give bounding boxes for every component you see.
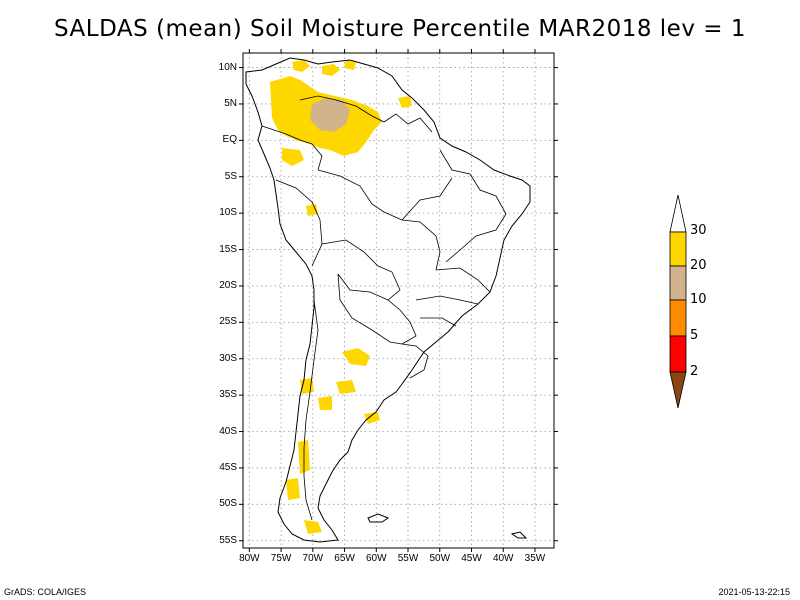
lon-label: 80W bbox=[239, 553, 260, 564]
lon-label: 70W bbox=[302, 553, 324, 564]
border-bolivia bbox=[321, 239, 401, 301]
border-venezuela bbox=[299, 95, 385, 123]
lat-label: 50S bbox=[219, 498, 237, 510]
lat-label: EQ bbox=[222, 134, 237, 146]
border-guyanas bbox=[383, 113, 433, 133]
colorbar-box-20-30 bbox=[669, 231, 687, 267]
colorbar-label-5: 5 bbox=[690, 328, 699, 343]
lon-label: 60W bbox=[366, 553, 387, 564]
footer-credit: GrADS: COLA/IGES bbox=[4, 587, 87, 597]
lat-label: 20S bbox=[219, 279, 237, 291]
lat-label: 35S bbox=[219, 389, 237, 401]
shading-layer bbox=[270, 60, 412, 534]
coastline-south-america bbox=[245, 57, 531, 543]
shade-arg-yellow-2 bbox=[336, 380, 356, 394]
map-title: SALDAS (mean) Soil Moisture Percentile M… bbox=[54, 16, 746, 42]
lat-label: 30S bbox=[219, 352, 237, 364]
border-brazil-states-2 bbox=[401, 177, 453, 221]
tick-marks bbox=[239, 49, 558, 552]
lon-label: 55W bbox=[397, 553, 419, 564]
lat-label: 15S bbox=[219, 243, 237, 255]
border-brazil-states-4 bbox=[415, 295, 479, 305]
lon-label: 45W bbox=[461, 553, 482, 564]
border-brazil-states-3 bbox=[435, 267, 491, 293]
lon-label: 50W bbox=[429, 553, 451, 564]
country-borders bbox=[261, 95, 507, 521]
shade-north-yellow-4 bbox=[344, 60, 356, 70]
lat-label: 25S bbox=[219, 316, 237, 328]
border-colombia bbox=[261, 125, 323, 171]
colorbar bbox=[669, 194, 687, 409]
colorbar-bottom-triangle bbox=[669, 371, 687, 409]
shade-north-yellow-2 bbox=[292, 60, 310, 72]
colorbar-box-5-10 bbox=[669, 299, 687, 337]
shade-arg-yellow bbox=[342, 348, 370, 366]
shade-tdf-yellow bbox=[304, 520, 322, 534]
lon-label: 35W bbox=[524, 553, 546, 564]
gridlines bbox=[243, 53, 554, 548]
shade-arg-yellow-4 bbox=[318, 396, 332, 410]
lat-label: 5N bbox=[224, 97, 237, 109]
map-frame-border bbox=[242, 52, 555, 549]
colorbar-label-20: 20 bbox=[690, 258, 707, 273]
shade-bsas-yellow bbox=[364, 412, 380, 424]
border-brazil-states-5 bbox=[420, 317, 457, 327]
shade-north-yellow-5 bbox=[398, 96, 412, 108]
border-brazil-states bbox=[439, 149, 507, 263]
colorbar-top-triangle bbox=[669, 194, 687, 233]
shade-north-tan bbox=[310, 98, 350, 132]
colorbar-label-30: 30 bbox=[690, 223, 707, 238]
lon-label: 65W bbox=[334, 553, 355, 564]
shade-ec-yellow bbox=[282, 148, 304, 166]
colorbar-label-2: 2 bbox=[690, 364, 699, 379]
border-paraguay bbox=[387, 299, 417, 345]
shade-north-yellow-3 bbox=[322, 64, 340, 76]
lat-label: 5S bbox=[224, 170, 237, 182]
border-argentina-north bbox=[337, 273, 403, 345]
border-brazil-west bbox=[317, 169, 441, 271]
footer-timestamp: 2021-05-13-22:15 bbox=[718, 587, 790, 597]
lon-label: 75W bbox=[270, 553, 292, 564]
border-chile-arg bbox=[303, 299, 319, 521]
lat-label: 10N bbox=[218, 61, 237, 73]
island-falklands bbox=[367, 513, 390, 523]
shade-peru-yellow bbox=[306, 204, 318, 216]
colorbar-box-2-5 bbox=[669, 335, 687, 373]
lat-label: 40S bbox=[219, 425, 237, 437]
lat-label: 10S bbox=[219, 207, 237, 219]
island-south-georgia bbox=[510, 531, 528, 539]
colorbar-box-10-20 bbox=[669, 265, 687, 301]
lat-label: 55S bbox=[219, 534, 237, 546]
shade-chile-yellow-2 bbox=[286, 478, 300, 500]
lon-label: 40W bbox=[492, 553, 514, 564]
border-peru bbox=[275, 179, 323, 267]
colorbar-label-10: 10 bbox=[690, 292, 707, 307]
lat-label: 45S bbox=[219, 461, 237, 473]
border-uruguay bbox=[401, 343, 429, 379]
